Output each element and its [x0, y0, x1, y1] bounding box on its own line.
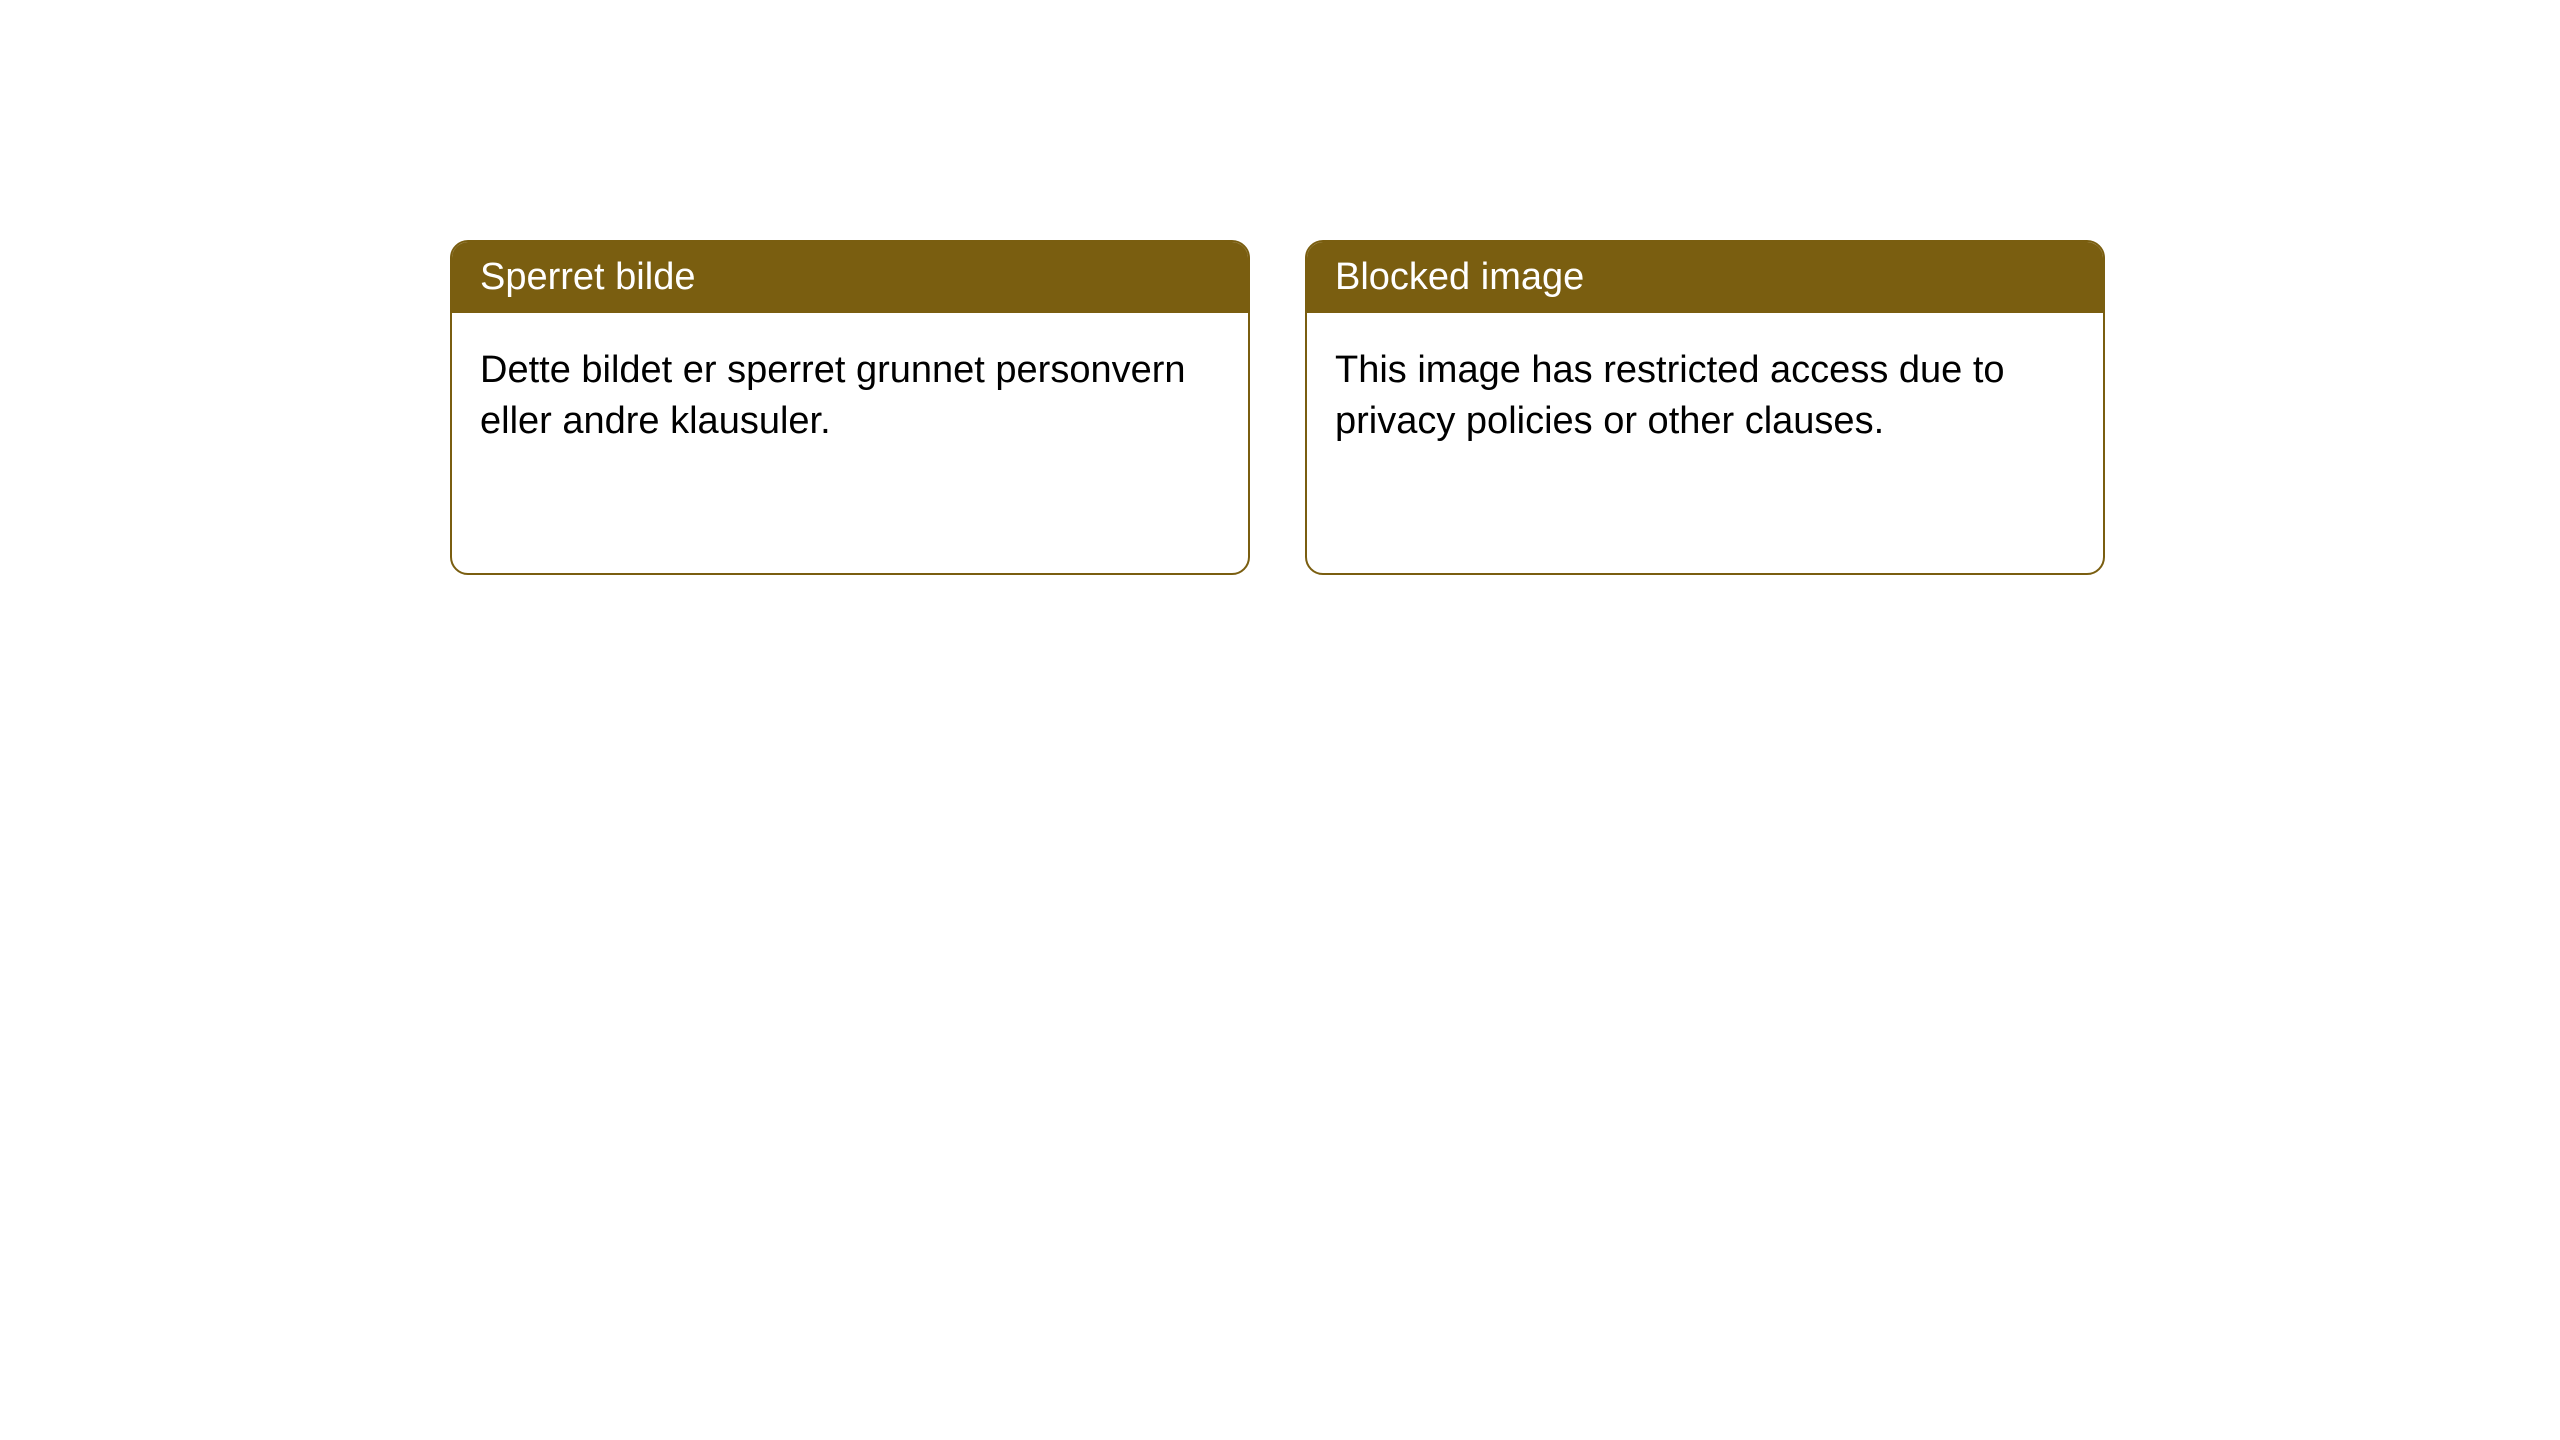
card-header: Sperret bilde — [452, 242, 1248, 313]
notice-card-norwegian: Sperret bilde Dette bildet er sperret gr… — [450, 240, 1250, 575]
card-message: This image has restricted access due to … — [1335, 349, 2005, 442]
card-header: Blocked image — [1307, 242, 2103, 313]
card-body: This image has restricted access due to … — [1307, 313, 2103, 480]
card-title: Sperret bilde — [480, 256, 695, 298]
card-title: Blocked image — [1335, 256, 1584, 298]
card-message: Dette bildet er sperret grunnet personve… — [480, 349, 1186, 442]
notice-card-english: Blocked image This image has restricted … — [1305, 240, 2105, 575]
card-body: Dette bildet er sperret grunnet personve… — [452, 313, 1248, 480]
notice-card-container: Sperret bilde Dette bildet er sperret gr… — [450, 240, 2105, 575]
